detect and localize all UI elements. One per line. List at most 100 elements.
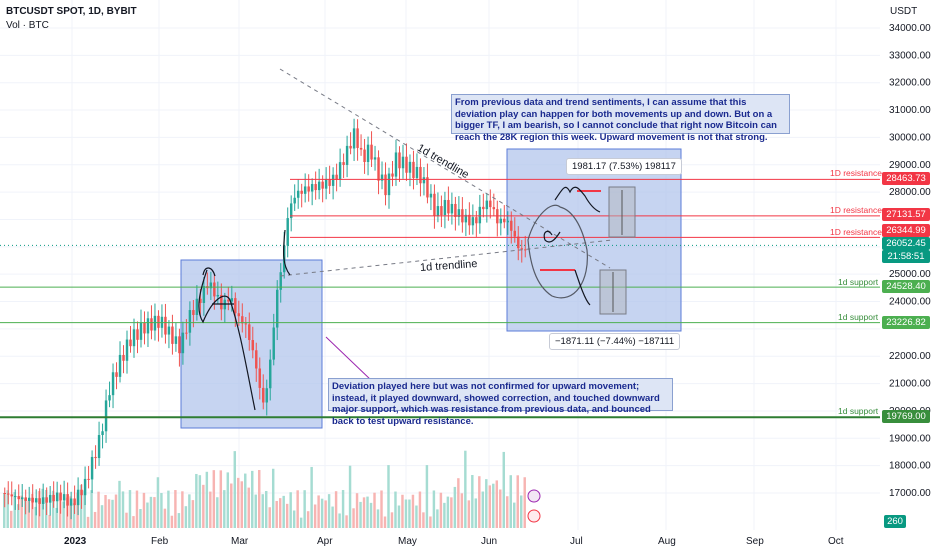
time-axis-label: Apr: [317, 536, 333, 547]
volume-bar: [226, 472, 230, 528]
candle-body: [136, 329, 139, 340]
candle-body: [38, 498, 41, 504]
candle-body: [412, 161, 415, 178]
volume-bar: [205, 471, 209, 528]
candle-body: [366, 144, 370, 163]
time-axis-label: Oct: [828, 536, 844, 547]
volume-bar: [181, 491, 184, 528]
candle-body: [436, 206, 440, 216]
volume-bar: [355, 493, 359, 528]
candle-body: [324, 178, 328, 189]
volume-bar: [6, 490, 9, 528]
volume-bar: [478, 476, 481, 528]
candle-body: [513, 230, 516, 237]
candle-body: [489, 200, 492, 208]
volume-bar: [247, 487, 250, 528]
volume-bar: [160, 493, 163, 528]
volume-bar: [502, 451, 505, 528]
hand-drawn-path-left: [198, 269, 256, 411]
price-tag-resistance-2[interactable]: 27131.57: [882, 208, 930, 221]
volume-bar: [170, 515, 174, 528]
candle-body: [129, 339, 132, 347]
candle-body: [94, 456, 97, 459]
price-axis-currency: USDT: [890, 6, 917, 17]
price-tag-resistance-3[interactable]: 26344.99: [882, 224, 930, 237]
volume-bar: [439, 492, 443, 528]
volume-bar: [362, 497, 366, 528]
level-label-support-1: 1d support: [838, 277, 879, 287]
volume-bar: [251, 470, 254, 528]
time-axis-label: Sep: [746, 536, 764, 547]
price-axis-label: 19000.00: [889, 433, 931, 444]
price-tag-support-1[interactable]: 24528.40: [882, 280, 930, 293]
volume-bar: [13, 492, 16, 528]
volume-bar: [520, 495, 523, 528]
volume-bar: [450, 497, 453, 528]
volume-bar: [387, 465, 390, 528]
volume-bar: [111, 499, 114, 528]
volume-bar: [3, 493, 6, 528]
candle-body: [401, 156, 405, 169]
hand-drawn-curve: [282, 229, 291, 276]
volume-bar: [285, 503, 289, 528]
volume-indicator-label[interactable]: Vol · BTC: [6, 20, 49, 31]
volume-bar: [390, 512, 394, 528]
candle-body: [83, 478, 87, 496]
price-tag-support-2[interactable]: 23226.82: [882, 316, 930, 329]
volume-bar: [303, 490, 306, 528]
volume-bar: [488, 485, 492, 528]
candle-body: [118, 354, 122, 377]
candle-body: [447, 199, 450, 214]
candle-body: [328, 178, 331, 186]
price-tag-last[interactable]: 26052.45: [882, 237, 930, 250]
candle-body: [503, 218, 506, 223]
candle-body: [258, 368, 261, 388]
candle-body: [111, 372, 115, 396]
price-axis-label: 18000.00: [889, 461, 931, 472]
candle-body: [132, 329, 136, 347]
note-top[interactable]: From previous data and trend sentiments,…: [451, 94, 790, 143]
volume-bar: [320, 498, 324, 528]
candle-body: [303, 186, 307, 194]
volume-bar: [327, 494, 331, 528]
volume-bar: [195, 473, 198, 528]
candle-body: [241, 316, 244, 324]
candle-body: [174, 336, 178, 344]
candle-body: [349, 145, 352, 149]
volume-bar: [230, 483, 233, 528]
price-axis-label: 25000.00: [889, 269, 931, 280]
candle-body: [335, 174, 338, 180]
time-axis-label: Jul: [570, 536, 583, 547]
price-tag-support-3[interactable]: 19769.00: [882, 410, 930, 423]
volume-bar: [184, 506, 188, 528]
volume-bar: [27, 500, 30, 528]
volume-bar: [62, 501, 65, 528]
volume-bar: [443, 502, 446, 528]
candle-body: [14, 496, 17, 498]
symbol-title[interactable]: BTCUSDT SPOT, 1D, BYBIT: [6, 6, 137, 17]
candle-body: [289, 203, 293, 219]
event-icon: [527, 489, 541, 503]
volume-bar: [209, 491, 212, 528]
volume-bar: [460, 493, 464, 528]
candle-body: [300, 190, 303, 194]
candle-body: [394, 152, 398, 177]
volume-bar: [48, 514, 51, 528]
candle-body: [296, 190, 300, 198]
candle-body: [398, 152, 401, 169]
candle-body: [408, 161, 412, 173]
candle-body: [524, 249, 527, 251]
price-tag-resistance-1[interactable]: 28463.73: [882, 172, 930, 185]
note-bottom[interactable]: Deviation played here but was not confir…: [328, 378, 673, 427]
volume-bar: [481, 491, 485, 528]
candle-body: [55, 492, 59, 502]
candle-body: [27, 497, 31, 501]
hand-drawn-cap: [202, 267, 216, 277]
candle-body: [314, 184, 317, 191]
volume-bar: [331, 506, 334, 528]
volume-bar: [474, 498, 478, 528]
candle-body: [317, 181, 321, 191]
time-axis-label: 2023: [64, 536, 87, 547]
volume-bar: [397, 505, 401, 528]
